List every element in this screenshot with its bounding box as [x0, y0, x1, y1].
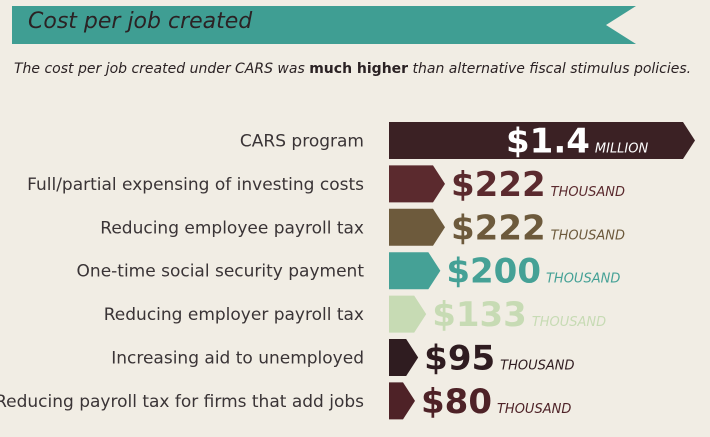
value-label: $200	[446, 252, 541, 292]
bar	[389, 252, 441, 290]
unit-label: THOUSAND	[551, 228, 625, 243]
bar	[389, 122, 695, 159]
unit-label: THOUSAND	[546, 272, 620, 287]
subtitle: The cost per job created under CARS was …	[14, 60, 694, 78]
unit-label: THOUSAND	[551, 185, 625, 200]
bar	[389, 382, 415, 420]
title-banner: Cost per job created	[12, 6, 636, 44]
bar	[389, 339, 419, 376]
category-label: Reducing employer payroll tax	[104, 305, 364, 325]
unit-label: THOUSAND	[500, 359, 574, 374]
category-label: Increasing aid to unemployed	[111, 349, 364, 369]
bar	[389, 208, 445, 246]
category-label: Reducing employee payroll tax	[100, 218, 364, 238]
category-label: CARS program	[240, 132, 364, 152]
subtitle-text-end: than alternative fiscal stimulus policie…	[408, 61, 692, 77]
subtitle-text-start: The cost per job created under CARS was	[14, 61, 310, 77]
value-label: $95	[424, 339, 495, 379]
unit-label: THOUSAND	[532, 315, 606, 330]
value-label: $222	[451, 208, 546, 248]
category-label: One-time social security payment	[77, 262, 365, 282]
unit-label: THOUSAND	[497, 402, 571, 417]
bar	[389, 165, 445, 203]
category-label: Reducing payroll tax for firms that add …	[0, 392, 364, 412]
bar	[389, 295, 427, 333]
value-label: $222	[451, 165, 546, 205]
value-label: $133	[432, 295, 527, 335]
value-label: $1.4	[506, 122, 590, 162]
value-label: $80	[421, 382, 492, 422]
subtitle-emphasis: much higher	[309, 61, 409, 77]
page-title: Cost per job created	[28, 9, 253, 34]
banner-ribbon-shape	[12, 6, 636, 44]
category-label: Full/partial expensing of investing cost…	[27, 175, 364, 195]
unit-label: MILLION	[595, 142, 649, 157]
